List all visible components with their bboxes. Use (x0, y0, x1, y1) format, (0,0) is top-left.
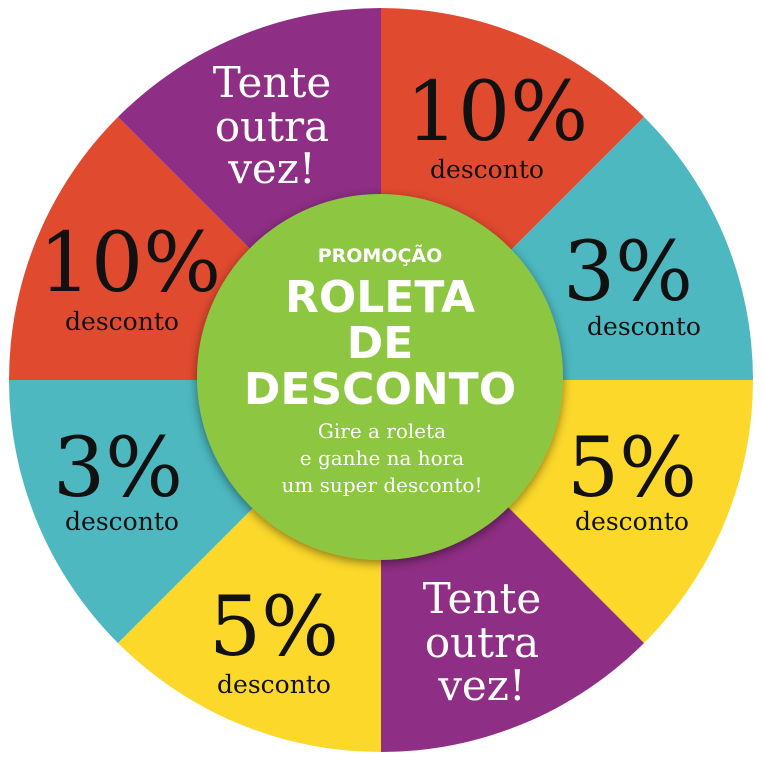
slice-label-discount: 3%desconto (563, 225, 701, 341)
slice-percent: 10% (39, 216, 221, 311)
slice-label-discount: 5%desconto (567, 421, 697, 536)
slice-retry-line: vez! (437, 661, 526, 710)
center-circle (197, 194, 563, 560)
wheel-slice (9, 380, 381, 752)
wheel-slice (381, 8, 753, 380)
center-kicker: PROMOÇÃO (318, 243, 443, 267)
slice-label-discount: 10%desconto (406, 65, 588, 184)
wheel-labels: 10%desconto3%desconto5%descontoTenteoutr… (39, 58, 701, 710)
center-subtitle-line-1: Gire a roleta (318, 419, 446, 443)
slice-percent: 3% (53, 421, 183, 516)
slice-desconto: desconto (430, 155, 544, 184)
slice-retry-line: outra (425, 618, 539, 667)
slice-retry-line: Tente (213, 58, 331, 107)
slice-desconto: desconto (587, 312, 701, 341)
slice-desconto: desconto (575, 507, 689, 536)
center-subtitle-line-2: e ganhe na hora (300, 446, 465, 470)
center-title-line-3: DESCONTO (244, 364, 516, 415)
slice-percent: 10% (406, 65, 588, 160)
wheel-slice (381, 380, 753, 752)
slice-desconto: desconto (65, 507, 179, 536)
slice-label-discount: 10%desconto (39, 216, 221, 336)
slice-percent: 5% (209, 580, 339, 675)
slice-retry-line: outra (215, 102, 329, 151)
slice-retry-line: Tente (423, 574, 541, 623)
slice-desconto: desconto (217, 670, 331, 699)
center-title-line-1: ROLETA (285, 272, 475, 323)
wheel-slice (9, 8, 381, 380)
slice-percent: 5% (567, 421, 697, 516)
center-badge[interactable]: PROMOÇÃO ROLETA DE DESCONTO Gire a rolet… (197, 194, 563, 560)
center-title-line-2: DE (347, 318, 414, 369)
wheel-slice (9, 8, 381, 380)
slice-desconto: desconto (65, 307, 179, 336)
wheel-slice (9, 380, 381, 752)
slice-retry-line: vez! (227, 144, 316, 193)
wheel-slice (381, 8, 753, 380)
center-subtitle-line-3: um super desconto! (281, 473, 482, 497)
wheel-slice (381, 380, 753, 752)
slice-label-discount: 3%desconto (53, 421, 183, 536)
slice-percent: 3% (563, 225, 693, 320)
slice-label-discount: 5%desconto (209, 580, 339, 699)
